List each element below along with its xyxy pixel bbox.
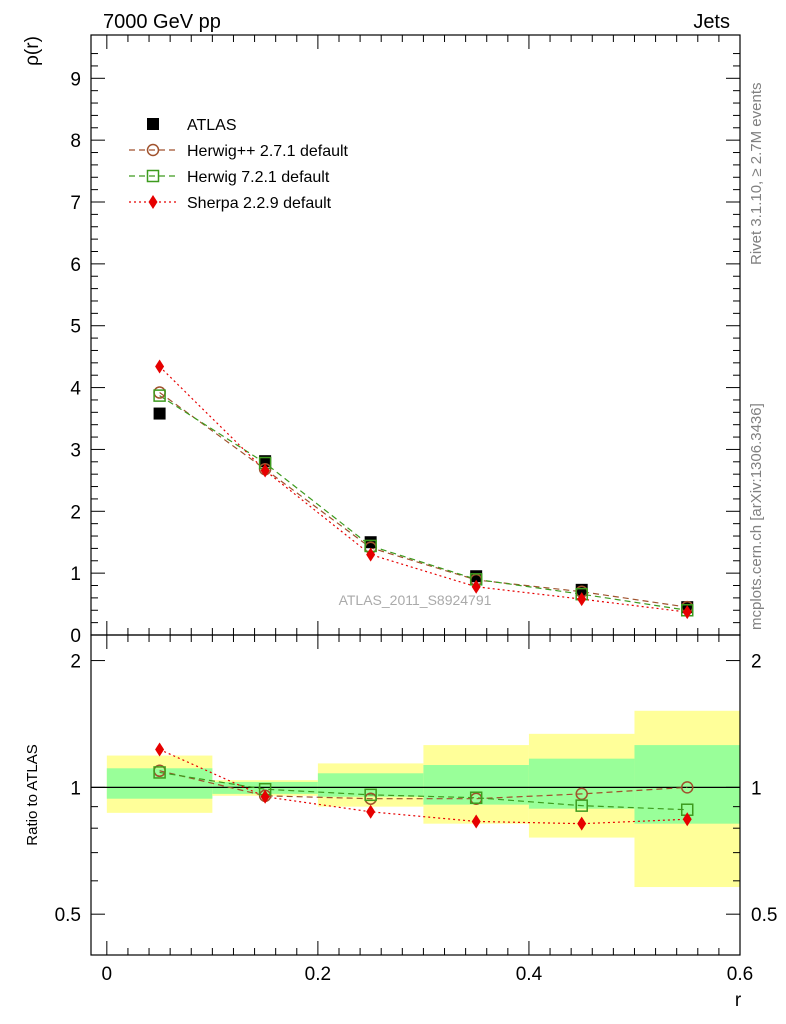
legend-marker-1: [146, 143, 160, 157]
analysis-watermark: ATLAS_2011_S8924791: [339, 592, 492, 608]
ratio-point-s2-1: [260, 789, 270, 804]
legend-label-1: Herwig++ 2.7.1 default: [187, 143, 349, 160]
legend-marker-0: [147, 118, 159, 130]
ratio-point-s1-2: [364, 788, 377, 802]
ratio-point-s2-3: [471, 814, 481, 829]
main-line-2: [159, 395, 688, 611]
main-ytick-label: 0: [70, 626, 81, 647]
ratio-xtick-label: 0.2: [305, 964, 331, 985]
ratio-point-s1-0: [153, 766, 166, 779]
ratio-frame: [90, 634, 741, 956]
main-ytick-label: 9: [70, 69, 81, 90]
main-ytick-label: 4: [70, 379, 81, 400]
main-ytick-label: 2: [70, 502, 81, 523]
legend-label-2: Herwig 7.2.1 default: [187, 169, 330, 186]
ratio-point-s1-3: [469, 791, 483, 804]
x-axis-label: r: [735, 990, 742, 1011]
main-line-1: [159, 392, 688, 608]
main-ytick-label: 8: [70, 131, 81, 152]
main-point-s3-3: [471, 579, 481, 594]
main-point-s3-0: [155, 359, 165, 374]
main-line-3: [159, 366, 688, 613]
main-point-s0-0: [153, 407, 166, 420]
ratio-line-1: [159, 771, 688, 811]
main-point-s3-4: [577, 592, 587, 607]
ratio-markers: [153, 742, 694, 831]
ratio-ytick-label-right: 0.5: [751, 905, 777, 926]
legend-label-0: ATLAS: [187, 117, 237, 134]
main-ytick-label: 3: [70, 440, 81, 461]
main-point-s3-1: [260, 463, 270, 478]
ratio-point-s0-5: [680, 781, 694, 794]
header-right-title: Jets: [693, 11, 730, 33]
main-point-s3-2: [366, 547, 376, 562]
legend-label-3: Sherpa 2.2.9 default: [187, 195, 332, 212]
band-green-bin-4: [528, 758, 635, 809]
main-ytick-label: 5: [70, 317, 81, 338]
legend: ATLAS Herwig++ 2.7.1 default Herwig 7.2.1 …: [129, 117, 349, 212]
ratio-xtick-label: 0.6: [727, 964, 753, 985]
ratio-bands: [91, 710, 740, 888]
band-green-bin-0: [106, 768, 213, 799]
tick-labels: 0 1 2 3 4 5 6 7 8 9 0 0.2 0.4 0.6 0.5 0.5 1 1 2 2: [55, 69, 778, 985]
ratio-line-0: [159, 770, 688, 800]
ratio-xtick-label: 0: [102, 964, 113, 985]
ratio-point-s2-2: [366, 804, 376, 819]
main-markers: [153, 359, 694, 620]
ratio-point-s2-4: [577, 816, 587, 831]
ratio-point-s2-0: [155, 742, 165, 757]
header-left-title: 7000 GeV pp: [103, 11, 221, 33]
ratio-xtick-label: 0.4: [516, 964, 543, 985]
main-ytick-label: 6: [70, 255, 81, 276]
ratio-ytick-label-right: 1: [751, 778, 762, 799]
legend-marker-3: [148, 195, 158, 209]
mcplots-side-label: mcplots.cern.ch [arXiv:1306.3436]: [748, 403, 765, 630]
band-green-bin-3: [423, 765, 529, 805]
legend-marker-2: [146, 169, 160, 183]
band-green-bin-5: [634, 745, 740, 824]
ratio-ytick-label-right: 2: [751, 652, 762, 673]
ratio-point-s2-5: [682, 812, 692, 827]
ratio-ytick-label-left: 2: [70, 652, 81, 673]
ratio-y-axis-label: Ratio to ATLAS: [24, 744, 41, 845]
main-ytick-label: 7: [70, 193, 81, 214]
main-point-s2-0: [153, 389, 166, 402]
ratio-line-2: [159, 748, 688, 825]
ratio-ytick-label-left: 0.5: [55, 905, 81, 926]
ratio-point-s1-4: [575, 799, 588, 812]
main-point-s3-5: [682, 605, 692, 620]
main-ytick-label: 1: [70, 564, 81, 585]
main-y-axis-label: ρ(r): [22, 36, 43, 66]
ratio-ytick-label-left: 1: [70, 778, 81, 799]
main-series-lines: [159, 366, 688, 613]
ratio-series-lines: [159, 748, 688, 825]
band-green-bin-2: [317, 773, 424, 797]
axis-ticks: [91, 35, 741, 955]
rivet-side-label: Rivet 3.1.10, ≥ 2.7M events: [748, 83, 765, 266]
